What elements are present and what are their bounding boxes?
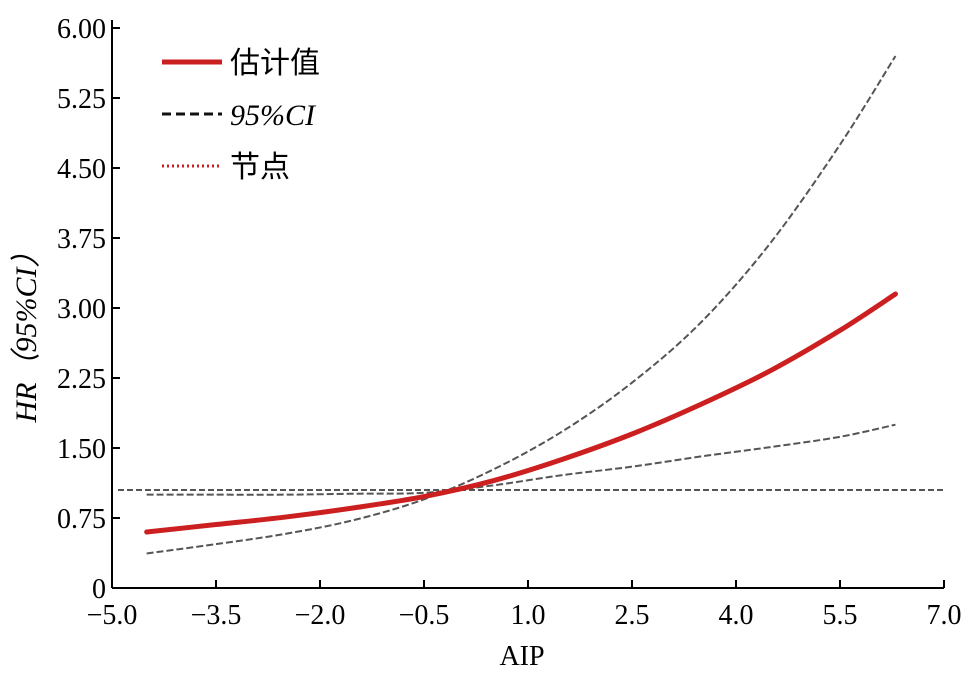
x-axis-label: AIP: [499, 641, 544, 672]
x-tick-label: 7.0: [927, 600, 962, 631]
legend: 估计值 95%CI 节点: [162, 47, 320, 184]
y-tick-label: 3.75: [57, 224, 106, 255]
x-tick-label: −0.5: [399, 600, 450, 631]
y-tick-label: 6.00: [57, 14, 106, 45]
legend-label: 估计值: [230, 47, 320, 80]
y-tick-label: 0: [92, 574, 106, 605]
y-tick-label: 0.75: [57, 504, 106, 535]
x-tick-label: −5.0: [87, 600, 138, 631]
legend-label: 节点: [230, 151, 290, 184]
y-tick-label: 1.50: [57, 434, 106, 465]
y-tick-label: 3.00: [57, 294, 106, 325]
y-tick-label: 5.25: [57, 84, 106, 115]
y-axis-label: HR（95%CI）: [10, 238, 43, 424]
ci-bound-line: [146, 423, 896, 496]
x-tick-label: 1.0: [511, 600, 546, 631]
x-tick-label: −3.5: [191, 600, 242, 631]
x-tick-label: −2.0: [295, 600, 346, 631]
y-tick-label: 4.50: [57, 154, 106, 185]
y-tick-label: 2.25: [57, 364, 106, 395]
series-lines: [118, 55, 944, 555]
estimate-line: [144, 291, 898, 535]
tick-marks: 0 0.75 1.50 2.25 3.00 3.75 4.50 5.25 6.00 −5.0 −3.…: [57, 14, 962, 631]
x-tick-label: 2.5: [615, 600, 650, 631]
x-tick-label: 4.0: [719, 600, 754, 631]
legend-label: 95%CI: [230, 99, 317, 132]
x-tick-label: 5.5: [823, 600, 858, 631]
ci-bound-line: [146, 55, 897, 555]
